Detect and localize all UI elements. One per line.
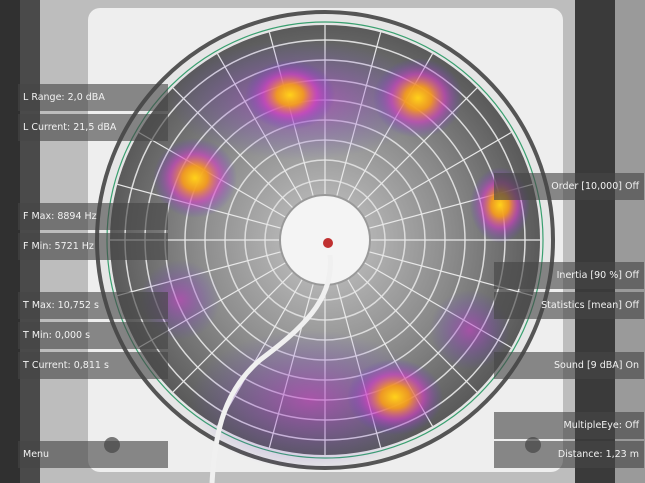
grille-spoke [172, 271, 294, 393]
overlay-button[interactable]: T Min: 0,000 s [18, 322, 168, 349]
overlay-button[interactable]: Order [10,000] Off [494, 173, 644, 200]
overlay-button[interactable]: L Current: 21,5 dBA [18, 114, 168, 141]
overlay-button[interactable]: MultipleEye: Off [494, 412, 644, 439]
overlay-button[interactable]: Sound [9 dBA] On [494, 352, 644, 379]
overlay-button[interactable]: Statistics [mean] Off [494, 292, 644, 319]
overlay-button[interactable]: Menu [18, 441, 168, 468]
grille-spoke [363, 131, 512, 219]
overlay-button[interactable]: L Range: 2,0 dBA [18, 84, 168, 111]
overlay-button[interactable]: Inertia [90 %] Off [494, 262, 644, 289]
overlay-button[interactable]: T Current: 0,811 s [18, 352, 168, 379]
overlay-button[interactable]: F Min: 5721 Hz [18, 233, 168, 260]
overlay-button[interactable]: T Max: 10,752 s [18, 292, 168, 319]
overlay-button[interactable]: F Max: 8894 Hz [18, 203, 168, 230]
grille-spoke [356, 271, 478, 393]
overlay-button[interactable]: Distance: 1,23 m [494, 441, 644, 468]
